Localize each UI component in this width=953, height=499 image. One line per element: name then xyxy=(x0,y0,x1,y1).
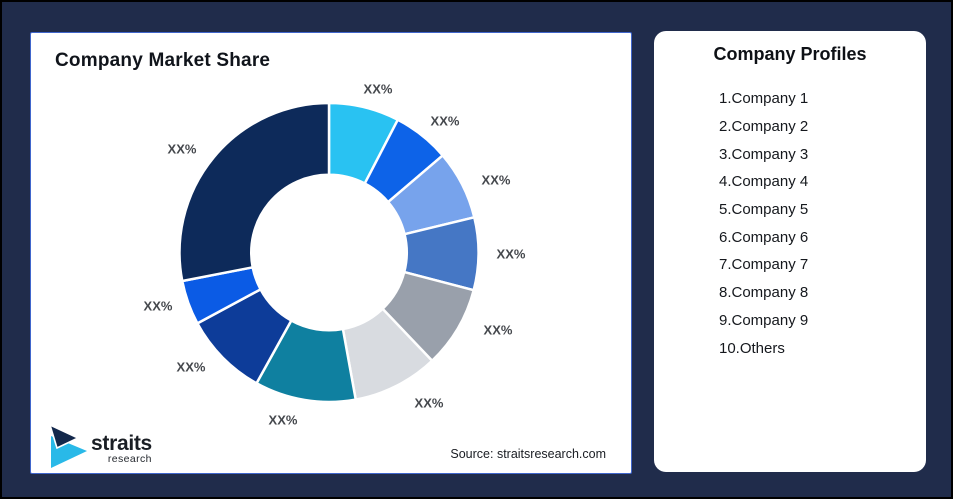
company-list-item: 5.Company 5 xyxy=(719,201,809,219)
slice-label-company-8: XX% xyxy=(176,359,206,375)
company-list-item: 4.Company 4 xyxy=(719,173,809,191)
slice-label-company-3: XX% xyxy=(481,172,511,188)
profiles-title: Company Profiles xyxy=(713,44,867,64)
company-list-item: 2.Company 2 xyxy=(719,118,809,136)
donut-chart xyxy=(178,101,480,404)
slice-label-company-2: XX% xyxy=(430,113,460,129)
company-list-item: 8.Company 8 xyxy=(719,284,809,302)
slice-label-company-4: XX% xyxy=(496,246,526,262)
chart-title: Company Market Share xyxy=(55,50,271,71)
slice-label-others: XX% xyxy=(167,141,197,157)
brand-logo-text: straits research xyxy=(91,433,152,468)
company-list-item: 3.Company 3 xyxy=(719,145,809,163)
brand-subname: research xyxy=(107,453,152,466)
slice-label-company-6: XX% xyxy=(414,395,444,411)
slice-label-company-5: XX% xyxy=(483,322,513,338)
slice-label-company-1: XX% xyxy=(363,81,393,97)
brand-logo-icon xyxy=(50,425,87,468)
slice-label-company-9: XX% xyxy=(143,298,173,314)
brand-logo: straits research xyxy=(50,425,152,468)
source-text: Source: straitsresearch.com xyxy=(450,447,606,461)
company-list-item: 10.Others xyxy=(719,339,785,357)
brand-name: straits xyxy=(91,432,152,456)
company-list-item: 1.Company 1 xyxy=(719,90,809,108)
company-profiles-panel: Company Profiles 1.Company 1 2.Company 2 3… xyxy=(654,31,926,472)
company-list: 1.Company 1 2.Company 2 3.Company 3 4.Compa… xyxy=(719,85,918,362)
company-list-item: 9.Company 9 xyxy=(719,311,809,329)
market-share-panel: Company Market Share XX% XX% XX% XX% XX% XX% X… xyxy=(30,32,632,474)
donut-slice-others xyxy=(178,101,331,283)
slice-label-company-7: XX% xyxy=(268,412,298,428)
company-list-item: 7.Company 7 xyxy=(719,256,809,274)
company-list-item: 6.Company 6 xyxy=(719,228,809,246)
